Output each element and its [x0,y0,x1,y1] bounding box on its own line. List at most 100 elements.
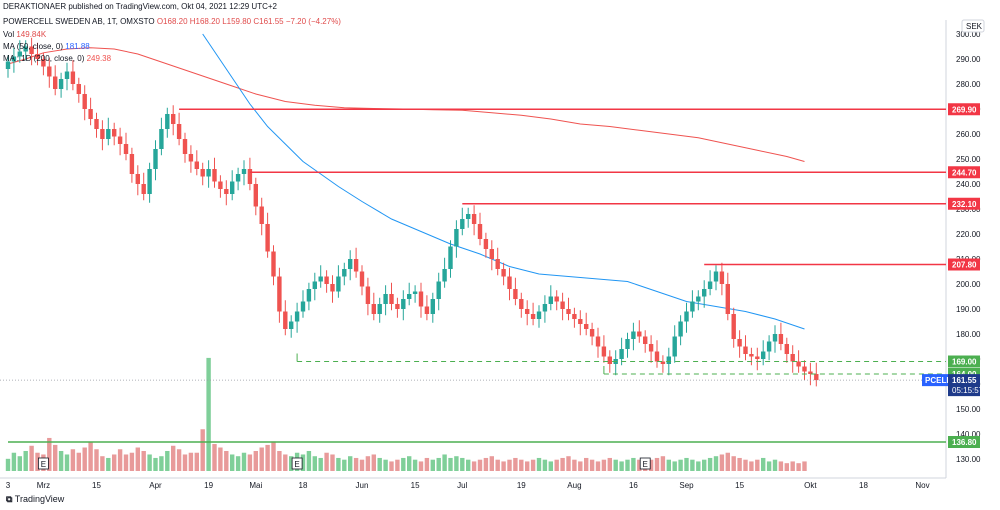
volume-bar [578,461,583,471]
price-tick-label: 130.00 [956,455,981,464]
volume-bar [277,450,282,471]
candle-body [371,304,376,314]
volume-bar [619,461,624,471]
candle-body [666,356,671,364]
ma200-legend[interactable]: MA : 1D (200, close, 0) 249.38 [3,54,111,63]
horizontal-levels[interactable] [0,108,946,443]
time-tick-label: Apr [149,481,162,490]
candle-body [11,56,17,62]
volume-legend[interactable]: Vol 149.84K [3,30,46,39]
volume-bar [135,447,140,471]
volume-bar [76,452,81,471]
candle-body [525,309,530,314]
volume-bar [94,449,99,471]
symbol-text[interactable]: POWERCELL SWEDEN AB, 1T, OMXSTO [3,17,155,26]
candle-body [513,289,518,299]
ma50-legend[interactable]: MA (50, close, 0) 181.88 [3,42,90,51]
candle-body [501,269,506,277]
volume-bar [595,461,601,471]
volume-bar [601,459,607,471]
volume-bar [731,456,736,471]
candle-body [283,311,288,329]
candle-body [147,169,152,194]
candle-body [619,349,624,359]
level-price-tag [948,166,980,179]
candle-body [106,129,111,139]
candle-body [560,301,565,309]
candle-body [29,46,34,54]
volume-bar [353,457,359,471]
candle-body [542,304,548,312]
volume-bar [430,459,435,471]
price-tick-label: 250.00 [956,155,981,164]
candle-body [294,311,300,322]
volume-bar [11,452,17,471]
volume-bar [300,454,306,471]
volume-bar [584,457,589,471]
level-price-text: 136.80 [952,438,977,447]
volume-bar [159,456,164,471]
volume-bar [513,457,518,471]
candle-body [117,136,123,144]
earnings-marker-label: E [41,460,46,469]
volume-bar [648,459,654,471]
candle-body [637,331,642,337]
volume-bar [289,456,294,471]
tradingview-brand: TradingView [14,494,65,504]
candle-body [784,344,789,354]
volume-bar [442,454,447,471]
volume-bar [772,459,778,471]
candle-body [241,169,247,174]
volume-bar [737,457,742,471]
volume-bar [625,459,630,471]
volume-bar [572,459,577,471]
volume-bar [796,463,801,471]
volume-bar [265,444,270,471]
volume-bar [182,454,188,471]
time-tick-label: Jun [356,481,369,490]
candle-body [112,129,117,137]
volume-bar [566,456,571,471]
candle-body [471,214,477,224]
volume-bar [466,459,471,471]
volume-bar [58,450,64,471]
candle-body [407,294,412,299]
candle-body [460,219,465,229]
candle-body [365,286,371,304]
volume-bar [123,454,129,471]
volume-bar [424,457,430,471]
time-axis[interactable]: 3 Mrz 15 Apr 19 Mai 18 Jun 15 Jul 19 Aug 16 Sep 15 Okt 1… [6,481,930,490]
earnings-marker-label: E [643,460,648,469]
candle-body [212,169,217,182]
candle-body [401,299,406,309]
volume-bar [766,461,772,471]
candle-body [684,311,689,322]
price-tick-label: 280.00 [956,80,981,89]
price-tick-label: 180.00 [956,330,981,339]
candle-body [312,281,317,289]
volume-bar [554,459,559,471]
candle-body [678,321,683,337]
candle-body [631,331,636,339]
volume-bar [153,457,158,471]
candle-body [176,124,182,139]
candle-body [507,276,512,289]
time-tick-label: 3 [6,481,11,490]
time-tick-label: 19 [204,481,213,490]
candle-body [672,336,677,357]
candle-body [235,174,241,182]
candle-body [412,291,418,294]
volume-bar [224,450,229,471]
candle-body [230,181,235,194]
tradingview-logo-icon: ⧉ [6,494,13,504]
candle-body [607,356,612,364]
volume-bar [460,457,465,471]
volume-bar [412,459,418,471]
tradingview-logo[interactable]: ⧉ TradingView [6,494,64,505]
price-tick-label: 220.00 [956,230,981,239]
volume-bar [749,461,754,471]
volume-bar [707,457,713,471]
